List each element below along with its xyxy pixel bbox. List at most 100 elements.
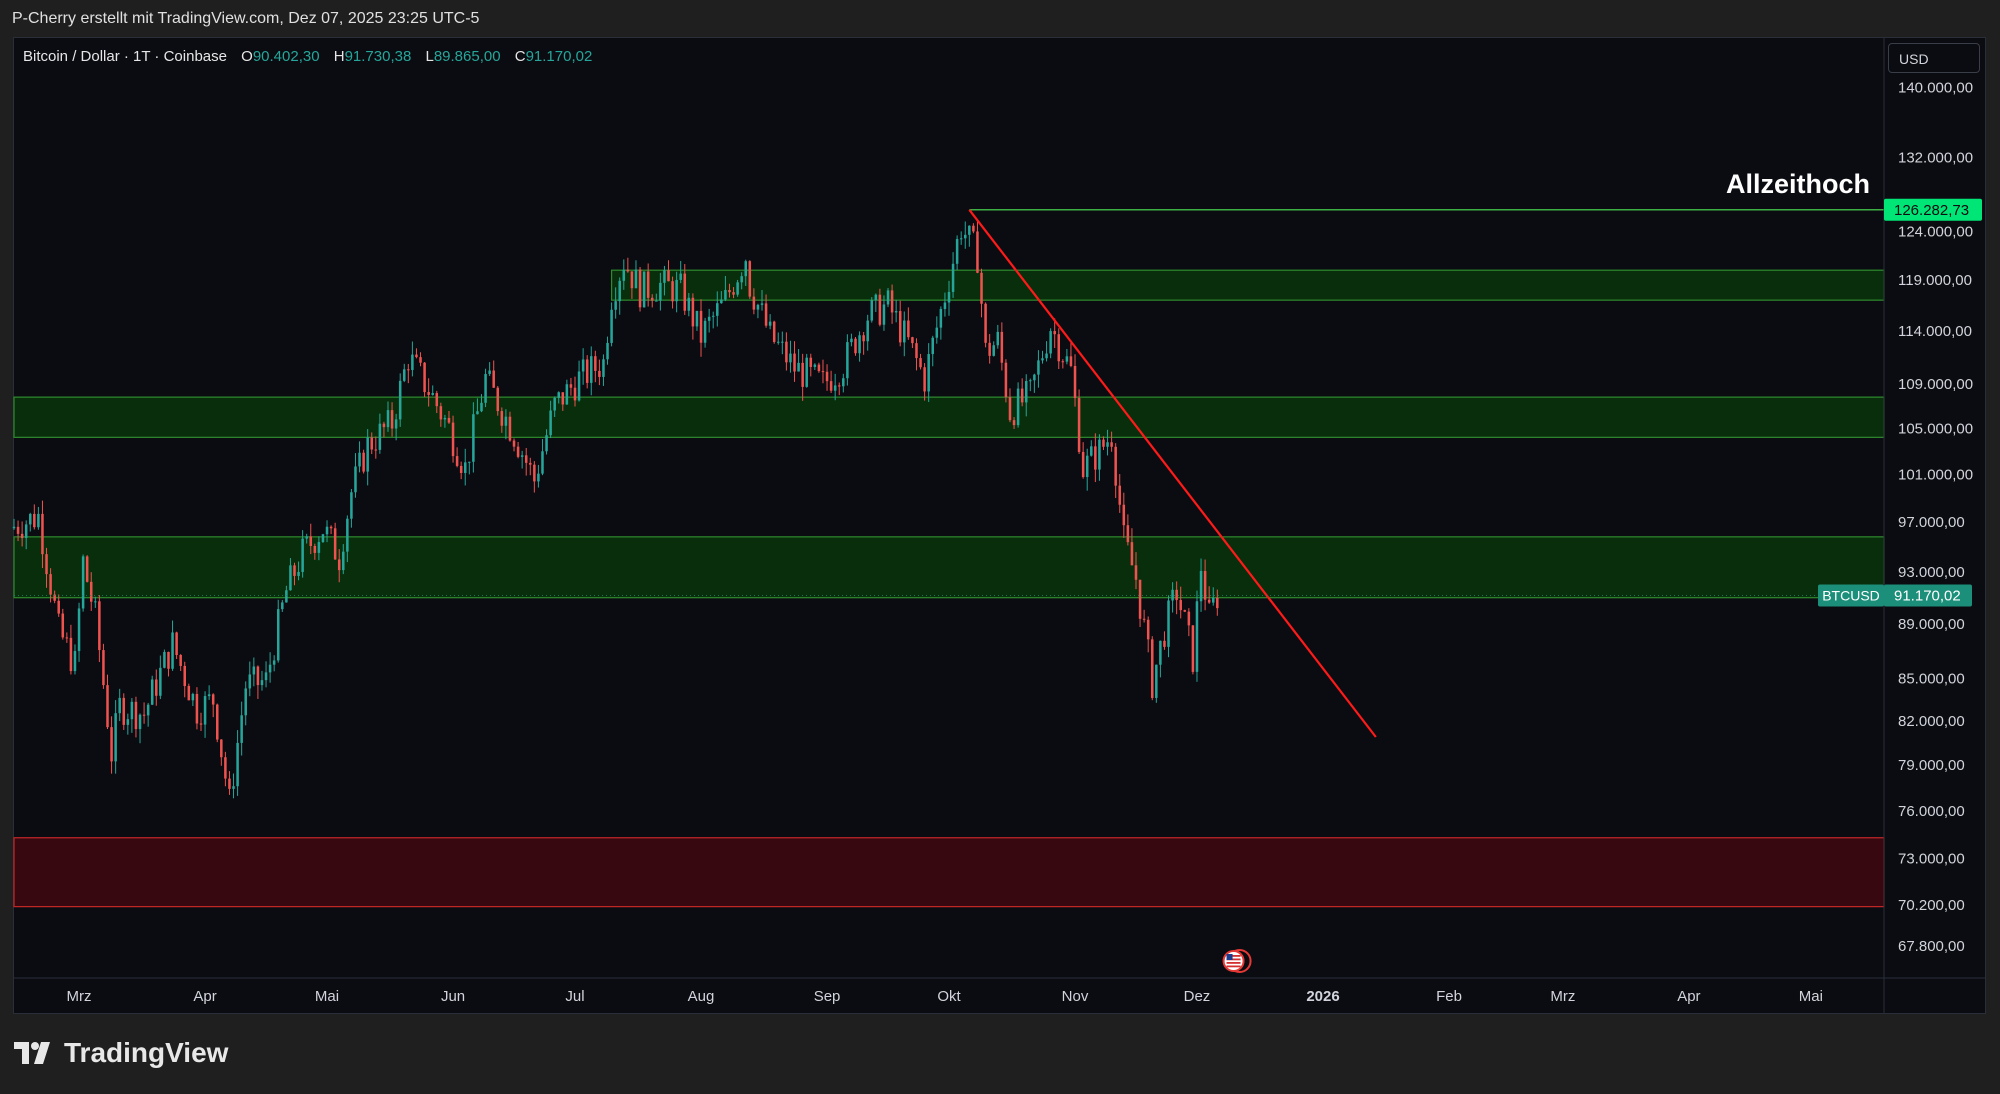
candle: [24, 520, 28, 550]
candle-body: [1020, 388, 1024, 403]
candle: [276, 599, 280, 663]
candle-body: [882, 304, 886, 325]
candle-body: [1159, 640, 1162, 665]
candle-body: [61, 613, 65, 638]
candle-body: [138, 714, 142, 730]
open-label: O: [241, 48, 253, 65]
candle-body: [301, 538, 304, 572]
low-label: L: [425, 48, 434, 65]
candle: [195, 687, 199, 730]
candle: [342, 544, 345, 575]
candle-body: [736, 282, 739, 295]
candle-body: [415, 354, 418, 358]
candle-body: [671, 281, 674, 302]
candle-body: [919, 358, 922, 368]
candle: [41, 500, 44, 569]
candle: [634, 260, 638, 289]
candle: [512, 438, 516, 452]
candle: [350, 489, 353, 528]
candle: [988, 334, 991, 364]
x-tick-label: Feb: [1436, 988, 1462, 1005]
candle-body: [407, 369, 410, 371]
candle: [12, 518, 16, 530]
candle-body: [1138, 579, 1142, 619]
currency-button[interactable]: USD: [1888, 43, 1980, 73]
candle-body: [1142, 618, 1146, 620]
candle-body: [943, 302, 947, 309]
y-tick-label: 89.000,00: [1898, 616, 1965, 633]
chart-caption: P-Cherry erstellt mit TradingView.com, D…: [12, 10, 480, 27]
candle: [155, 669, 158, 706]
candle-body: [545, 435, 548, 452]
candle-body: [760, 303, 764, 305]
candle: [797, 349, 800, 372]
candle: [728, 283, 731, 298]
candle-body: [903, 320, 906, 343]
candle-body: [825, 371, 829, 382]
candle: [659, 272, 662, 311]
candle-body: [305, 536, 308, 539]
candle: [183, 661, 186, 698]
candle-body: [171, 632, 174, 669]
y-tick-label: 82.000,00: [1898, 713, 1965, 730]
candle: [187, 683, 191, 701]
candle-body: [837, 385, 841, 387]
candle-body: [976, 231, 979, 273]
candle: [159, 655, 162, 700]
candle-body: [175, 632, 178, 656]
candle-body: [386, 410, 390, 428]
candle-body: [1061, 361, 1065, 363]
candle: [541, 439, 544, 476]
candle-body: [390, 410, 394, 429]
candle-body: [370, 437, 373, 450]
candle-body: [1045, 353, 1048, 359]
candle-body: [598, 370, 601, 377]
candle-body: [866, 320, 869, 342]
candle-body: [29, 513, 32, 525]
candle: [1163, 631, 1166, 650]
candle: [907, 307, 910, 340]
high-value: 91.730,38: [344, 48, 412, 65]
candle: [305, 533, 308, 544]
candle-body: [281, 602, 284, 610]
candle-body: [1118, 485, 1121, 505]
candle-body: [1146, 619, 1150, 640]
candle-body: [216, 704, 219, 740]
candle: [1167, 595, 1170, 658]
candle-body: [199, 723, 203, 725]
candle-body: [118, 697, 121, 714]
candle: [398, 373, 402, 427]
candle-body: [468, 461, 471, 463]
high-label: H: [333, 48, 345, 65]
candle-body: [16, 526, 20, 534]
candle: [1041, 350, 1044, 364]
candle-body: [927, 354, 930, 392]
candle: [1000, 322, 1004, 371]
x-tick-label: Mrz: [67, 988, 92, 1005]
candle: [695, 310, 699, 331]
candle: [650, 294, 654, 308]
candle: [874, 293, 878, 312]
candle: [858, 331, 861, 362]
y-tick-label: 101.000,00: [1898, 466, 1973, 483]
candle: [898, 300, 902, 347]
y-tick-label: 93.000,00: [1898, 564, 1965, 581]
candle-body: [1171, 589, 1174, 601]
candle: [1085, 448, 1089, 491]
candle-body: [297, 571, 300, 576]
support-zone-0: [610, 269, 1885, 301]
candle: [903, 311, 906, 357]
candle: [272, 655, 276, 672]
candle-body: [565, 384, 569, 405]
candle-body: [1155, 664, 1158, 698]
candle: [1179, 586, 1182, 619]
candle-body: [573, 387, 577, 401]
candle-body: [744, 261, 747, 277]
y-tick-label: 124.000,00: [1898, 223, 1973, 240]
candle: [248, 661, 252, 697]
candle-body: [285, 590, 288, 603]
candle: [224, 751, 227, 787]
candle: [1203, 559, 1207, 611]
candle: [606, 336, 609, 365]
